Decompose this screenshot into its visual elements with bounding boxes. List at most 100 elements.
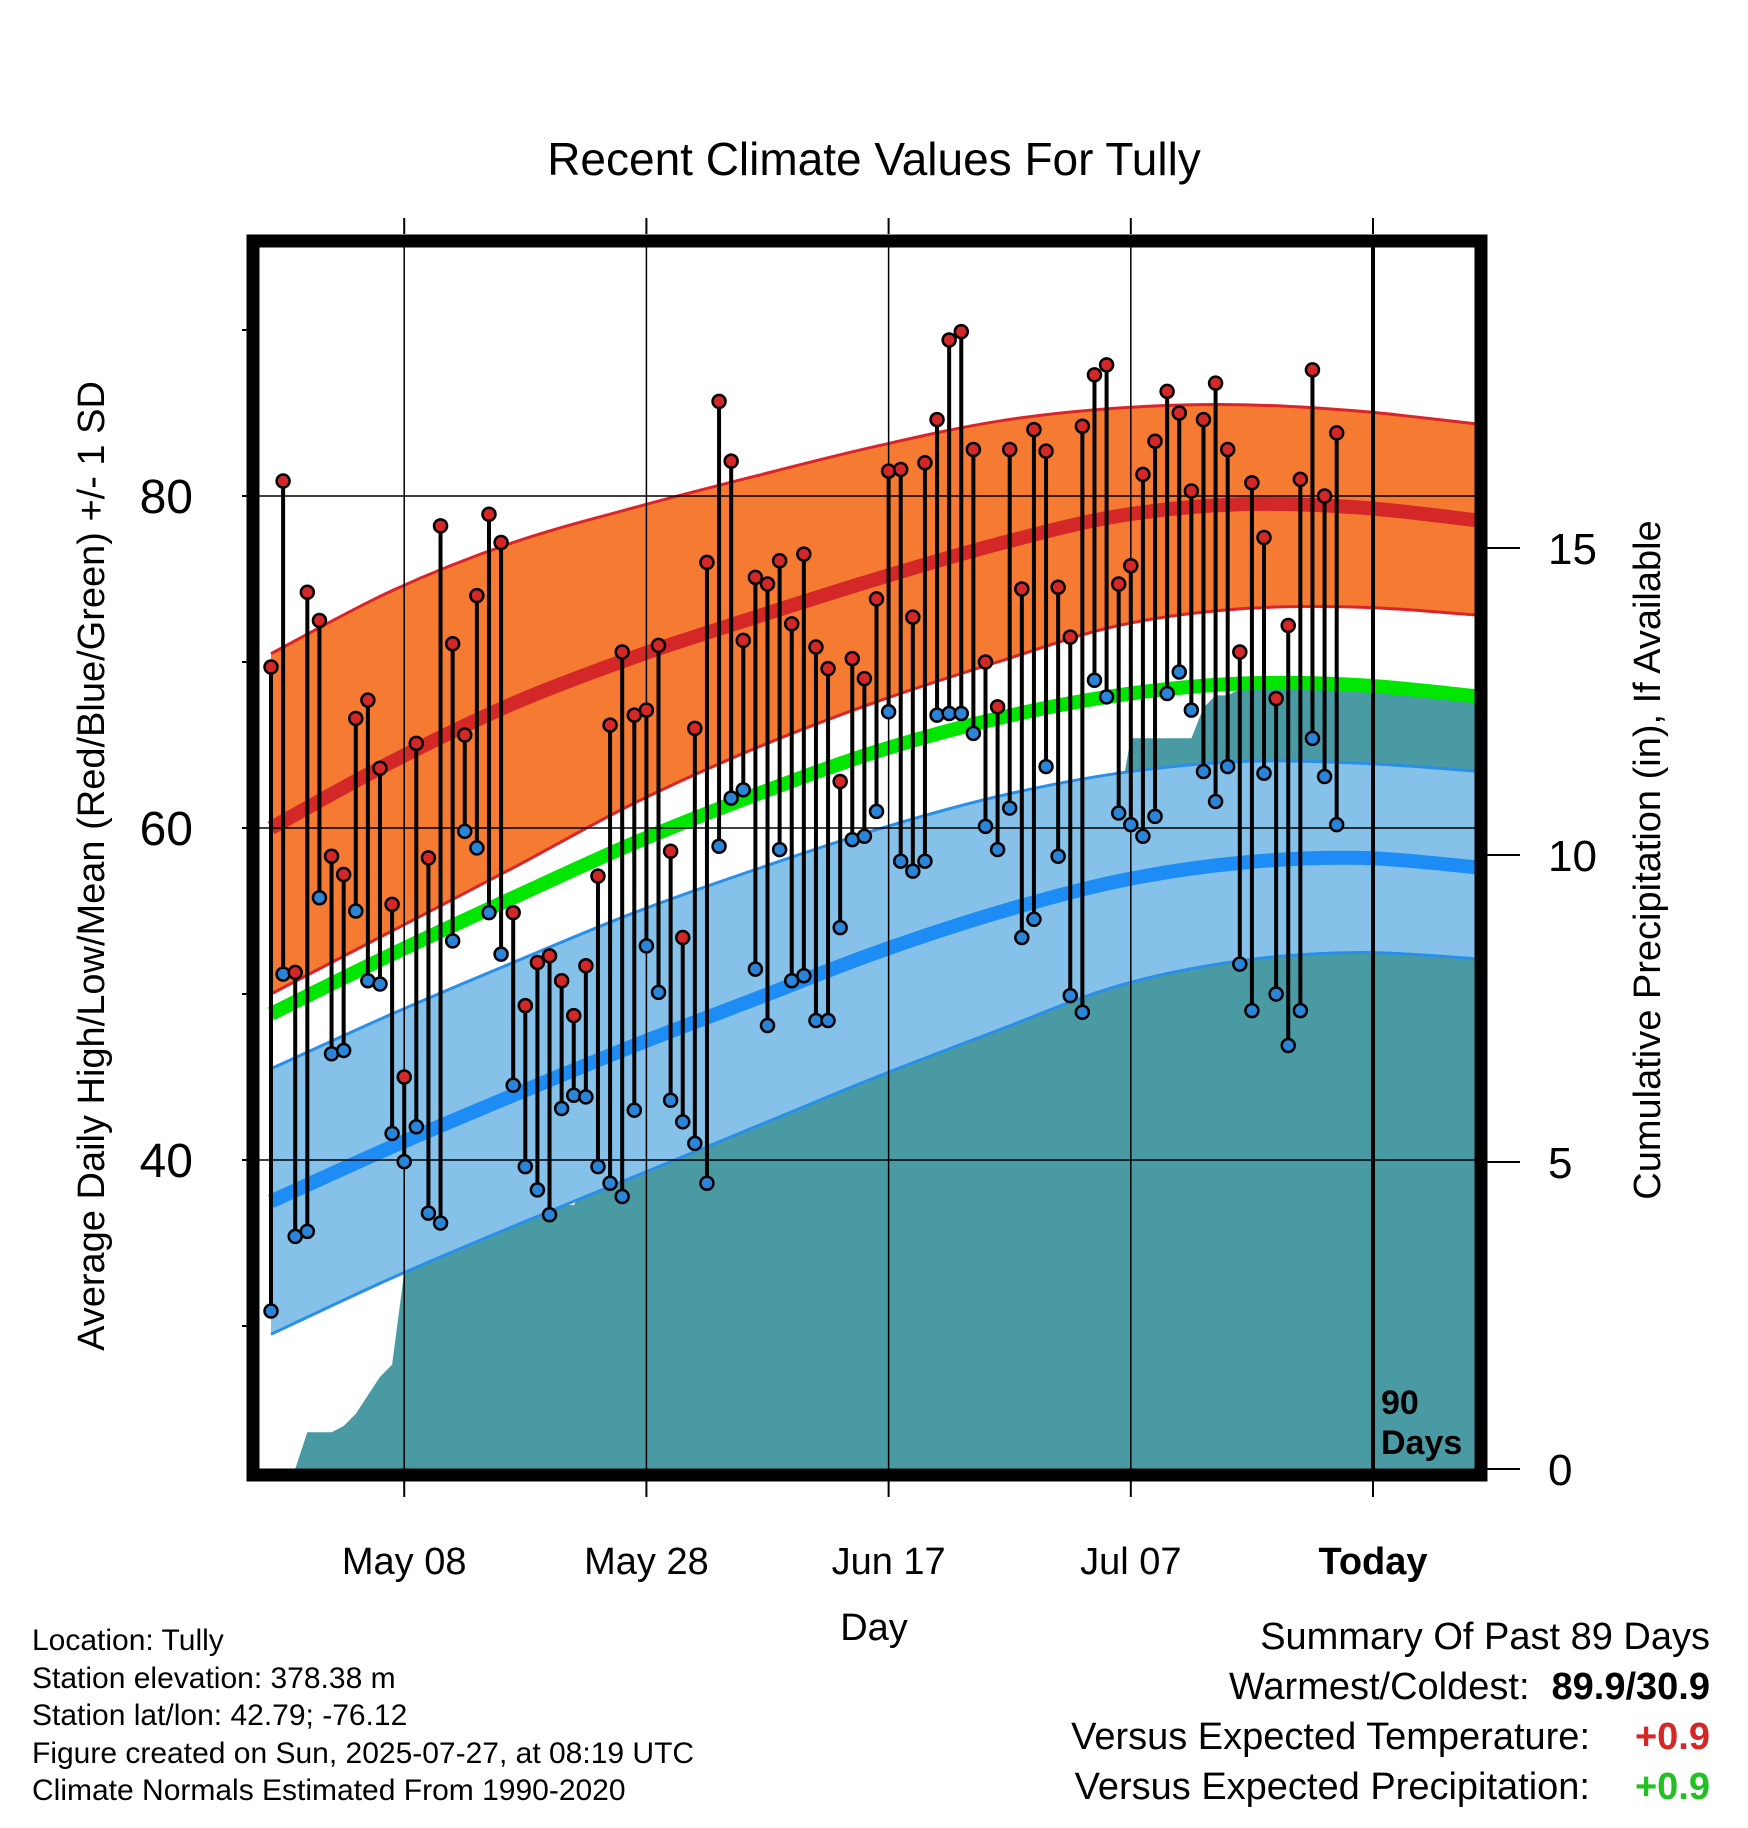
daily-high-point [1256, 529, 1272, 546]
daily-high-point [1183, 483, 1200, 499]
plot-area [259, 247, 1475, 1469]
daily-low-point [372, 976, 388, 992]
daily-high-point [711, 393, 727, 410]
daily-high-point [493, 534, 509, 551]
daily-low-point [1123, 816, 1139, 833]
daily-low-point [832, 919, 848, 936]
daily-high-point [868, 591, 885, 607]
daily-low-point [662, 1092, 679, 1108]
daily-low-point [553, 1100, 570, 1117]
daily-low-point [650, 984, 667, 1001]
created-text: Figure created on Sun, 2025-07-27, at 08… [32, 1736, 695, 1770]
daily-high-point [989, 699, 1006, 715]
daily-high-point [723, 453, 739, 469]
daily-low-point [384, 1125, 400, 1142]
daily-high-point [1038, 443, 1054, 459]
daily-high-point [408, 735, 425, 752]
y2-axis-title: Cumulative Precipitation (in), If Availa… [1627, 520, 1669, 1199]
daily-high-point [892, 461, 909, 478]
daily-high-point [844, 650, 861, 667]
daily-low-point [759, 1017, 776, 1034]
daily-low-point [1086, 672, 1103, 689]
daily-low-point [408, 1119, 425, 1135]
daily-high-point [1062, 629, 1079, 645]
daily-low-point [917, 853, 933, 869]
daily-high-point [1135, 466, 1151, 483]
daily-low-point [711, 838, 727, 855]
y2-tick-label: 0 [1548, 1446, 1572, 1495]
daily-low-point [1207, 793, 1224, 810]
daily-high-point [444, 635, 461, 652]
daily-low-point [263, 1303, 279, 1319]
daily-high-point [1316, 488, 1333, 504]
daily-high-point [1159, 383, 1175, 400]
daily-low-point [396, 1153, 412, 1170]
daily-high-point [1244, 474, 1260, 491]
daily-low-point [1328, 816, 1345, 833]
daily-low-point [1280, 1037, 1296, 1054]
low-sd-band [271, 760, 1475, 1335]
daily-high-point [1001, 441, 1018, 458]
daily-high-point [1328, 425, 1345, 441]
daily-high-point [1219, 441, 1236, 458]
x-tick-label: May 08 [342, 1541, 467, 1583]
daily-high-point [674, 929, 691, 946]
x-tick-label: Jul 07 [1080, 1541, 1181, 1583]
daily-high-point [529, 954, 546, 971]
daily-high-point [820, 660, 836, 677]
daily-low-point [989, 841, 1006, 858]
daily-high-point [965, 441, 982, 458]
y2-tick-label: 5 [1548, 1139, 1572, 1188]
x-tick-label: May 28 [584, 1541, 709, 1583]
daily-high-point [481, 506, 497, 523]
x-tick-label: Today [1318, 1541, 1427, 1583]
daily-high-point [299, 584, 316, 601]
daily-low-point [517, 1158, 534, 1175]
daily-high-point [941, 332, 957, 348]
daily-high-point [275, 473, 291, 489]
daily-high-point [348, 710, 364, 727]
daily-high-point [505, 904, 521, 921]
daily-high-point [832, 773, 848, 790]
daily-low-point [541, 1207, 558, 1223]
station-info: Location: Tully Station elevation: 378.3… [32, 1622, 694, 1810]
precip-label: Versus Expected Precipitation: [1074, 1766, 1590, 1808]
daily-low-point [444, 933, 461, 949]
daily-low-point [1026, 911, 1042, 928]
daily-high-point [1292, 471, 1309, 488]
daily-low-point [905, 863, 921, 879]
summary-precip: Versus Expected Precipitation: +0.9 [1071, 1762, 1710, 1812]
daily-high-point [638, 702, 655, 718]
daily-high-point [856, 670, 873, 687]
daily-low-point [348, 903, 364, 919]
summary-temp: Versus Expected Temperature: +0.9 [1071, 1712, 1710, 1762]
y-tick-label: 80 [140, 471, 193, 524]
daily-high-point [1304, 362, 1321, 378]
daily-low-point [481, 904, 497, 921]
daily-low-point [469, 840, 485, 856]
y2-tick-label: 15 [1548, 525, 1597, 574]
daily-low-point [1195, 763, 1212, 780]
daily-low-point [1232, 956, 1248, 972]
daily-high-point [360, 692, 376, 708]
daily-low-point [1292, 1002, 1309, 1019]
daily-low-point [299, 1223, 316, 1240]
daily-high-point [771, 552, 788, 569]
elevation-text: Station elevation: 378.38 m [32, 1661, 396, 1695]
daily-low-point [1038, 758, 1054, 775]
daily-high-point [432, 518, 449, 534]
daily-high-point [469, 587, 485, 604]
daily-low-point [1147, 808, 1163, 825]
daily-high-point [1280, 617, 1296, 634]
daily-low-point [335, 1042, 352, 1059]
daily-low-point [1316, 768, 1333, 785]
summary-warm-cold: Warmest/Coldest: 89.9/30.9 [1071, 1662, 1710, 1712]
daily-low-point [1219, 758, 1236, 775]
y-tick-label: 60 [140, 803, 193, 856]
daily-high-point [1098, 357, 1115, 373]
daily-low-point [1135, 828, 1151, 845]
daily-high-point [650, 637, 667, 654]
daily-low-point [1183, 702, 1200, 718]
daily-low-point [1098, 689, 1115, 705]
